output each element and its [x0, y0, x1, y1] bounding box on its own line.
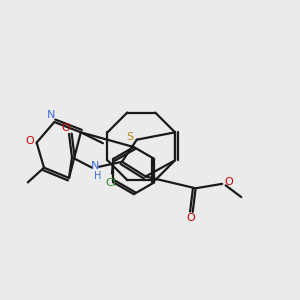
Text: O: O	[25, 136, 34, 146]
Text: Cl: Cl	[105, 178, 116, 188]
Text: O: O	[187, 213, 196, 223]
Text: S: S	[126, 132, 133, 142]
Text: O: O	[62, 123, 70, 133]
Text: N: N	[47, 110, 56, 120]
Text: O: O	[224, 176, 233, 187]
Text: N: N	[91, 160, 100, 171]
Text: H: H	[94, 171, 102, 181]
